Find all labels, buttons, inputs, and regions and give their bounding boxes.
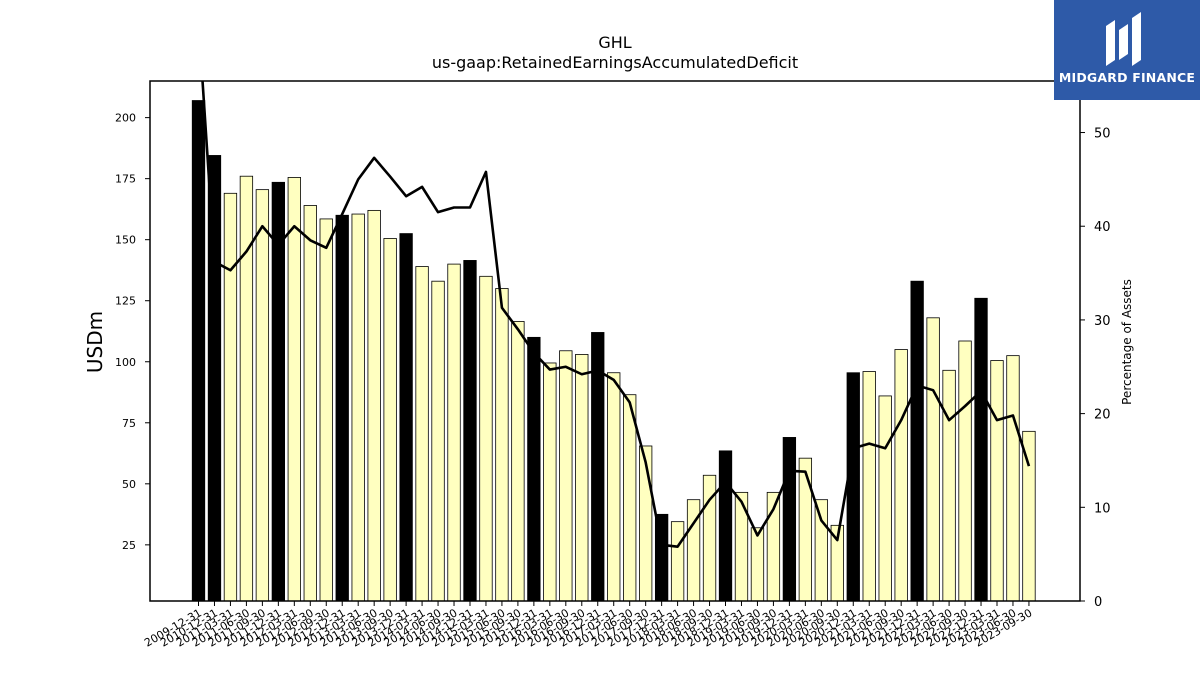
y2-tick-label: 20	[1094, 408, 1111, 423]
y-tick-label: 100	[115, 356, 136, 369]
y2-tick-label: 10	[1094, 501, 1111, 516]
bar-2014-06-30	[431, 280, 445, 602]
bar-2011-06-30	[239, 175, 254, 602]
bar-2015-12-31	[527, 336, 541, 602]
bar-2017-03-31	[607, 372, 621, 602]
bar-2012-03-31	[287, 177, 301, 602]
y-tick-label: 75	[122, 417, 136, 430]
logo-text: MIDGARD FINANCE	[1058, 70, 1196, 85]
bar-2021-06-30	[878, 395, 892, 602]
y-tick-label: 175	[115, 173, 136, 186]
bar-2020-06-30	[814, 499, 828, 602]
bar-2022-12-31	[974, 297, 988, 602]
bar-2021-12-31	[910, 280, 924, 602]
y-tick-label: 200	[115, 112, 136, 125]
bar-2014-03-31	[415, 266, 429, 602]
y-axis-label: USDm	[83, 311, 107, 373]
bar-2015-06-30	[495, 288, 509, 602]
brand-logo: MIDGARD FINANCE	[1054, 0, 1200, 100]
chart-subtitle: us-gaap:RetainedEarningsAccumulatedDefic…	[432, 53, 798, 72]
y2-tick-label: 40	[1094, 220, 1111, 235]
bar-2015-09-30	[511, 321, 525, 602]
bar-2023-03-31	[990, 360, 1004, 602]
y-tick-label: 25	[122, 539, 136, 552]
bar-2010-12-31	[207, 155, 222, 602]
y-tick-label: 150	[115, 234, 136, 247]
bar-2018-03-31	[670, 521, 685, 602]
bar-2013-12-31	[399, 233, 413, 602]
line-series	[201, 81, 1031, 548]
bar-2019-12-31	[782, 437, 797, 602]
bar-2016-03-31	[543, 362, 557, 602]
bar-2022-06-30	[942, 369, 956, 602]
bar-2016-06-30	[559, 350, 573, 602]
y-tick-label: 50	[122, 478, 136, 491]
bar-2013-03-31	[351, 213, 365, 602]
bar-series	[191, 100, 1036, 602]
bar-2022-09-30	[958, 340, 972, 602]
percentage-line	[201, 81, 1031, 548]
bar-2011-03-31	[223, 192, 238, 602]
y2-tick-label: 0	[1094, 595, 1102, 610]
bar-2012-12-31	[335, 214, 349, 602]
bar-2020-03-31	[798, 457, 813, 602]
bar-2020-12-31	[846, 372, 860, 602]
bar-2014-09-30	[447, 263, 461, 602]
bar-2018-12-31	[718, 450, 733, 602]
y-tick-label: 125	[115, 295, 136, 308]
bar-2022-03-31	[926, 317, 940, 602]
bar-2013-09-30	[383, 238, 397, 602]
bar-2011-09-30	[255, 189, 270, 602]
y2-tick-label: 30	[1094, 314, 1111, 329]
bar-2019-06-30	[750, 527, 765, 602]
bar-2015-03-31	[479, 275, 493, 602]
bar-2013-06-30	[367, 209, 381, 602]
midgard-logo-icon	[1106, 12, 1141, 66]
bar-2023-06-30	[1006, 355, 1020, 602]
bar-2014-12-31	[463, 260, 477, 602]
bar-2017-09-30	[639, 445, 653, 602]
bar-2023-09-30	[1022, 430, 1036, 602]
chart-title: GHL	[598, 33, 631, 52]
axes: 255075100125150175200010203040502009-12-…	[115, 80, 1111, 650]
bar-2021-09-30	[894, 349, 908, 602]
bar-2009-12-31	[191, 100, 206, 602]
y2-axis-label: Percentage of Assets	[1120, 279, 1134, 405]
bar-2012-09-30	[319, 218, 333, 602]
y2-tick-label: 50	[1094, 127, 1111, 142]
bar-2017-06-30	[623, 394, 637, 602]
bar-2021-03-31	[862, 371, 876, 602]
plot-frame	[149, 80, 1081, 602]
bar-2012-06-30	[303, 205, 317, 602]
bar-2016-09-30	[575, 354, 589, 602]
